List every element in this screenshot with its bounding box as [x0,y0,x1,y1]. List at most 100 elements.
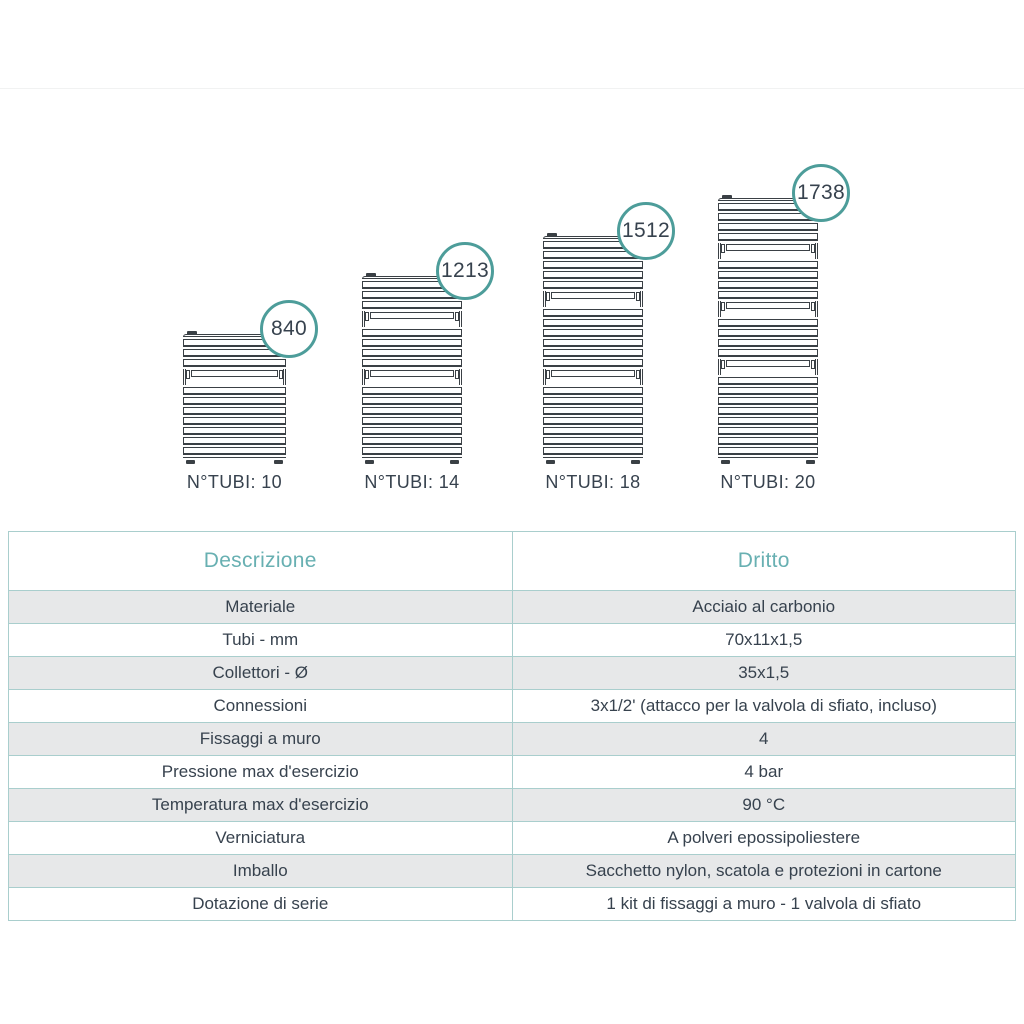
collector-rail-left [718,301,721,317]
radiator-tube [183,447,286,455]
radiator-tube [543,427,643,435]
towel-gap [362,311,462,327]
height-badge: 1738 [792,164,850,222]
radiator-tube [718,349,818,357]
radiator-tube [718,223,818,231]
radiator-tube [183,417,286,425]
radiator-foot [274,460,283,464]
height-value: 1213 [441,259,489,282]
spec-value-cell: Acciaio al carbonio [511,590,1016,624]
spec-label-cell: Dotazione di serie [8,887,513,921]
spec-row: Fissaggi a muro 4 [8,722,1016,756]
collector-rail-left [183,369,186,385]
radiator-drawing: 840 [183,300,318,464]
radiator-foot [721,460,730,464]
radiator-tube [718,329,818,337]
spec-label-cell: Temperatura max d'esercizio [8,788,513,822]
spec-row: Pressione max d'esercizio 4 bar [8,755,1016,789]
radiator-figure: 1738 N°TUBI: 20 [718,164,850,493]
tube-end-connector [811,244,815,253]
spec-label-cell: Connessioni [8,689,513,723]
thin-tube-bar [551,370,635,377]
collector-rail-left [543,291,546,307]
radiator-tube [543,309,643,317]
radiator-tube [362,359,462,367]
radiator-drawing: 1738 [718,164,850,464]
thin-tube-bar [551,292,635,299]
radiator-tube [718,271,818,279]
radiator-tube [543,349,643,357]
spec-value-cell: 1 kit di fissaggi a muro - 1 valvola di … [511,887,1016,921]
radiator-tube [718,387,818,395]
tube-end-connector [721,302,725,311]
spec-row: Imballo Sacchetto nylon, scatola e protez… [8,854,1016,888]
towel-gap [718,301,818,317]
radiator-base [183,457,286,464]
collector-rail-left [718,359,721,375]
spec-label-cell: Tubi - mm [8,623,513,657]
height-value: 1738 [797,181,845,204]
radiator-tube [362,417,462,425]
radiator-tube [543,437,643,445]
spec-table: Descrizione Dritto Materiale Acciaio al c… [8,531,1016,921]
radiator-drawing: 1512 [543,202,675,464]
radiator-tube [362,397,462,405]
tube-count-label: N°TUBI: 14 [364,472,460,492]
radiator-foot [806,460,815,464]
radiator-base [543,457,643,464]
collector-rail-right [815,359,818,375]
radiator-tube [183,397,286,405]
air-valve-nub [187,331,197,335]
tube-end-connector [636,370,640,379]
collector-rail-left [362,369,365,385]
air-valve-nub [722,195,732,199]
thin-tube-bar [191,370,278,377]
radiator-figure: 1512 N°TUBI: 18 [543,202,675,493]
spec-value-cell: 4 [511,722,1016,756]
radiator-tube [543,417,643,425]
spec-row: Collettori - Ø 35x1,5 [8,656,1016,690]
spec-row: Tubi - mm 70x11x1,5 [8,623,1016,657]
radiator-foot [450,460,459,464]
tube-end-connector [365,312,369,321]
thin-tube-bar [370,370,454,377]
spec-value-cell: 3x1/2' (attacco per la valvola di sfiato… [511,689,1016,723]
radiator-tube [543,271,643,279]
height-badge: 1213 [436,242,494,300]
tube-end-connector [455,370,459,379]
spec-value-cell: 35x1,5 [511,656,1016,690]
collector-rail-left [362,311,365,327]
tube-count-label: N°TUBI: 10 [186,472,283,492]
radiator-foot [546,460,555,464]
radiator-tube [362,349,462,357]
tube-end-connector [186,370,190,379]
radiator-tube [718,281,818,289]
air-valve-nub [366,273,376,277]
radiator-tube [183,387,286,395]
towel-gap [183,369,286,385]
tube-end-connector [721,360,725,369]
thin-tube-bar [726,360,810,367]
collector-rail-right [459,311,462,327]
spec-row: Dotazione di serie 1 kit di fissaggi a mu… [8,887,1016,921]
col-header-dritto: Dritto [511,531,1016,591]
radiator-tube [718,437,818,445]
collector-rail-right [459,369,462,385]
radiator-tube [718,291,818,299]
spec-value-cell: 4 bar [511,755,1016,789]
spec-label-cell: Pressione max d'esercizio [8,755,513,789]
radiator-base [362,457,462,464]
height-badge: 840 [260,300,318,358]
tube-end-connector [546,370,550,379]
radiator-tube [543,261,643,269]
spec-table-body: Materiale Acciaio al carbonio Tubi - mm 70x… [8,590,1016,921]
thin-tube-bar [370,312,454,319]
radiator-tube [718,339,818,347]
spec-label-cell: Imballo [8,854,513,888]
spec-row: Temperatura max d'esercizio 90 °C [8,788,1016,822]
radiator-tube [362,437,462,445]
collector-rail-right [815,301,818,317]
tube-end-connector [811,302,815,311]
thin-tube-bar [726,302,810,309]
collector-rail-right [815,243,818,259]
